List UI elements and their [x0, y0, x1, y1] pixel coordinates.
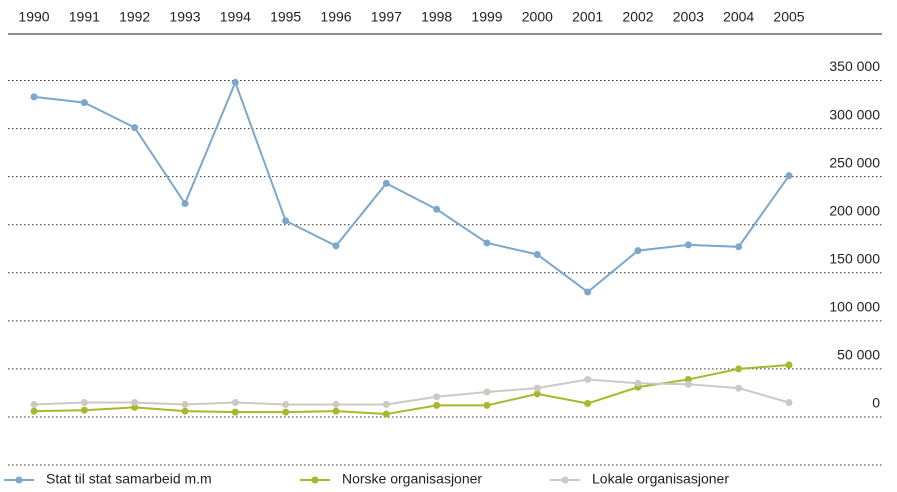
- legend-label: Stat til stat samarbeid m.m: [46, 471, 212, 487]
- point: [80, 406, 88, 414]
- point: [785, 172, 793, 180]
- legend-label: Norske organisasjoner: [342, 471, 482, 487]
- x-tick-label: 1998: [421, 9, 452, 25]
- point: [231, 78, 239, 86]
- y-tick-label: 350 000: [829, 58, 880, 74]
- point: [785, 361, 793, 369]
- y-tick-label: 300 000: [829, 106, 880, 122]
- point: [433, 401, 441, 409]
- x-tick-label: 1991: [69, 9, 100, 25]
- x-tick-label: 2002: [622, 9, 653, 25]
- point: [735, 243, 743, 251]
- y-tick-label: 250 000: [829, 154, 880, 170]
- point: [584, 399, 592, 407]
- point: [382, 400, 390, 408]
- point: [30, 407, 38, 415]
- point: [584, 375, 592, 383]
- point: [131, 403, 139, 411]
- point: [634, 247, 642, 255]
- point: [181, 407, 189, 415]
- x-tick-label: 1990: [18, 9, 49, 25]
- point: [131, 124, 139, 132]
- y-tick-label: 100 000: [829, 299, 880, 315]
- y-tick-label: 200 000: [829, 202, 880, 218]
- point: [30, 400, 38, 408]
- point: [332, 407, 340, 415]
- point: [80, 399, 88, 407]
- point: [483, 239, 491, 247]
- point: [382, 410, 390, 418]
- x-tick-label: 1995: [270, 9, 301, 25]
- point: [30, 93, 38, 101]
- point: [533, 384, 541, 392]
- point: [684, 375, 692, 383]
- x-tick-label: 2004: [723, 9, 754, 25]
- y-tick-label: 0: [872, 395, 880, 411]
- point: [785, 399, 793, 407]
- x-tick-label: 1994: [220, 9, 251, 25]
- point: [634, 379, 642, 387]
- point: [332, 400, 340, 408]
- point: [684, 241, 692, 249]
- x-tick-label: 1996: [320, 9, 351, 25]
- point: [684, 380, 692, 388]
- point: [181, 400, 189, 408]
- legend-dot: [561, 476, 569, 484]
- point: [131, 399, 139, 407]
- point: [483, 401, 491, 409]
- point: [231, 399, 239, 407]
- point: [483, 388, 491, 396]
- x-tick-label: 1997: [371, 9, 402, 25]
- x-tick-label: 1999: [471, 9, 502, 25]
- point: [231, 408, 239, 416]
- x-tick-label: 2003: [673, 9, 704, 25]
- point: [533, 390, 541, 398]
- point: [80, 99, 88, 107]
- point: [282, 217, 290, 225]
- point: [181, 200, 189, 208]
- point: [332, 242, 340, 250]
- y-tick-label: 50 000: [837, 347, 880, 363]
- point: [735, 365, 743, 373]
- legend-dot: [15, 476, 23, 484]
- y-tick-label: 150 000: [829, 250, 880, 266]
- x-tick-label: 2005: [773, 9, 804, 25]
- point: [282, 400, 290, 408]
- x-tick-label: 2001: [572, 9, 603, 25]
- series-line: [33, 79, 790, 294]
- legend-label: Lokale organisasjoner: [592, 471, 729, 487]
- x-tick-label: 1992: [119, 9, 150, 25]
- point: [282, 408, 290, 416]
- point: [382, 179, 390, 187]
- point: [433, 393, 441, 401]
- point: [584, 288, 592, 296]
- point: [735, 384, 743, 392]
- x-tick-label: 1993: [169, 9, 200, 25]
- point: [533, 250, 541, 258]
- series-line: [33, 378, 790, 406]
- series-line: [33, 364, 790, 416]
- legend-dot: [311, 476, 319, 484]
- x-tick-label: 2000: [522, 9, 553, 25]
- point: [433, 205, 441, 213]
